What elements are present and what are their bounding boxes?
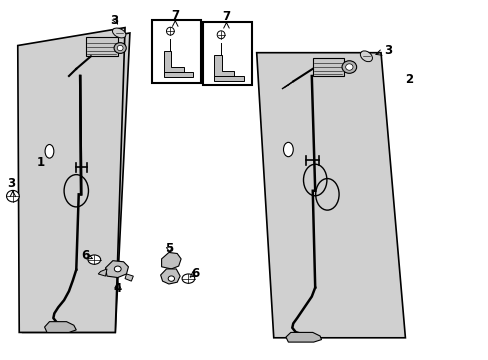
Ellipse shape — [341, 61, 356, 73]
Bar — [86, 37, 118, 56]
Polygon shape — [214, 55, 233, 76]
Polygon shape — [18, 28, 125, 332]
Ellipse shape — [283, 142, 293, 157]
Ellipse shape — [114, 42, 126, 53]
Polygon shape — [44, 321, 76, 332]
Ellipse shape — [45, 144, 54, 158]
Ellipse shape — [360, 51, 372, 62]
Text: 6: 6 — [191, 267, 200, 280]
Text: 4: 4 — [113, 282, 122, 295]
Text: 5: 5 — [164, 242, 173, 255]
Text: 3: 3 — [384, 44, 391, 57]
Polygon shape — [161, 252, 181, 269]
Ellipse shape — [117, 45, 123, 51]
Ellipse shape — [6, 190, 19, 202]
Text: 6: 6 — [81, 249, 89, 262]
Text: 3: 3 — [109, 14, 118, 27]
Ellipse shape — [168, 276, 174, 281]
Polygon shape — [105, 261, 128, 278]
Text: 7: 7 — [171, 9, 179, 22]
Ellipse shape — [88, 255, 101, 264]
Polygon shape — [125, 274, 133, 281]
Polygon shape — [98, 269, 107, 276]
Text: 2: 2 — [405, 73, 412, 86]
Polygon shape — [163, 72, 193, 77]
Ellipse shape — [166, 27, 174, 35]
Ellipse shape — [345, 64, 352, 70]
Polygon shape — [256, 53, 405, 338]
Bar — [152, 21, 200, 83]
Text: 3: 3 — [7, 177, 16, 190]
Ellipse shape — [182, 274, 194, 283]
Polygon shape — [163, 51, 183, 72]
Ellipse shape — [217, 31, 224, 39]
Ellipse shape — [112, 28, 125, 38]
Ellipse shape — [114, 266, 121, 272]
Polygon shape — [285, 332, 321, 342]
Bar — [312, 58, 344, 76]
Text: 7: 7 — [222, 10, 230, 23]
Polygon shape — [214, 76, 243, 81]
Polygon shape — [160, 269, 180, 284]
Polygon shape — [22, 33, 130, 332]
Bar — [203, 22, 251, 85]
Text: 1: 1 — [37, 156, 44, 168]
